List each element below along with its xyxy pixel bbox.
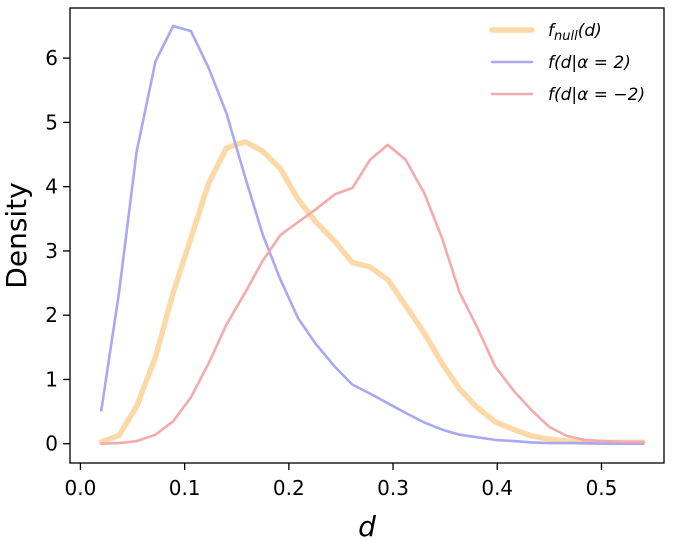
y-axis-title: Density <box>0 182 33 288</box>
x-tick-label: 0.3 <box>377 476 409 500</box>
y-tick-label: 6 <box>45 46 58 70</box>
series-layer <box>98 24 646 446</box>
y-axis: 0 1 2 3 4 5 6 <box>45 46 70 456</box>
x-tick-label: 0.5 <box>586 476 618 500</box>
legend-label-main: f <box>548 21 557 41</box>
y-tick-label: 4 <box>45 175 58 199</box>
x-tick-label: 0.2 <box>273 476 305 500</box>
legend-label: f(d|α = −2) <box>548 85 645 105</box>
x-axis: 0.0 0.1 0.2 0.3 0.4 0.5 <box>65 463 618 500</box>
y-tick-label: 5 <box>45 110 58 134</box>
legend-label-tail: (d) <box>578 21 602 41</box>
legend-label: f(d|α = 2) <box>548 53 631 73</box>
x-axis-title: d <box>358 510 376 540</box>
y-tick-label: 1 <box>45 367 58 391</box>
plot-frame <box>69 7 665 464</box>
series-line-1 <box>98 138 646 446</box>
plot-area <box>69 7 665 464</box>
series-line-2 <box>100 24 645 446</box>
x-tick-label: 0.1 <box>169 476 201 500</box>
legend-label-subscript: null <box>554 29 578 44</box>
legend-label: fnull(d) <box>548 21 602 44</box>
y-tick-label: 2 <box>45 303 58 327</box>
series-line-3 <box>100 143 645 446</box>
y-tick-label: 3 <box>45 239 58 263</box>
y-tick-label: 0 <box>45 432 58 456</box>
x-tick-label: 0.0 <box>65 476 97 500</box>
legend: fnull(d) f(d|α = 2) f(d|α = −2) <box>489 21 645 105</box>
x-tick-label: 0.4 <box>481 476 513 500</box>
